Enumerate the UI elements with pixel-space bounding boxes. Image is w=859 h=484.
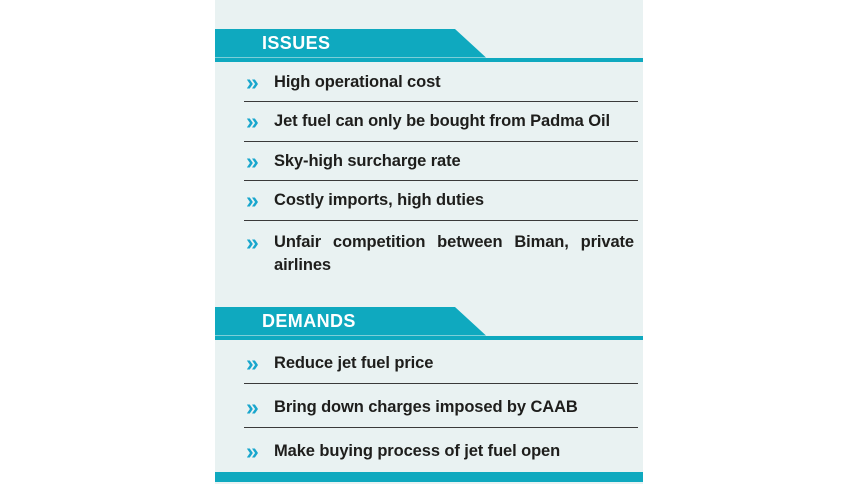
list-item: » Bring down charges imposed by CAAB <box>244 384 638 428</box>
section-title: DEMANDS <box>262 311 356 331</box>
list-item: » Reduce jet fuel price <box>244 340 638 384</box>
list-item: » Unfair competition between Biman, priva… <box>244 221 638 287</box>
item-text: Costly imports, high duties <box>274 191 484 209</box>
item-text: Make buying process of jet fuel open <box>274 442 561 460</box>
demands-list: » Reduce jet fuel price » Bring down charge… <box>244 340 638 471</box>
header-underline <box>215 335 643 340</box>
issues-list: » High operational cost » Jet fuel can only… <box>244 63 638 287</box>
list-item: » High operational cost <box>244 63 638 102</box>
double-chevron-icon: » <box>246 68 259 95</box>
double-chevron-icon: » <box>246 438 259 464</box>
double-chevron-icon: » <box>246 394 259 420</box>
item-text: Reduce jet fuel price <box>274 354 434 372</box>
section-header-issues: ISSUES <box>215 29 643 62</box>
section-title: ISSUES <box>262 33 331 53</box>
double-chevron-icon: » <box>246 187 259 213</box>
double-chevron-icon: » <box>246 147 259 174</box>
bottom-accent-bar <box>215 472 643 482</box>
demands-banner: DEMANDS <box>215 307 486 336</box>
section-header-demands: DEMANDS <box>215 307 643 340</box>
list-item: » Sky-high surcharge rate <box>244 142 638 181</box>
double-chevron-icon: » <box>246 228 259 255</box>
item-text: Sky-high surcharge rate <box>274 151 461 170</box>
infographic-panel: ISSUES » High operational cost » Jet fuel c… <box>215 0 643 484</box>
list-item: » Make buying process of jet fuel open <box>244 428 638 471</box>
item-text: High operational cost <box>274 72 441 91</box>
double-chevron-icon: » <box>246 350 259 376</box>
list-item: » Jet fuel can only be bought from Padma … <box>244 102 638 142</box>
item-text: Unfair competition between Biman, privat… <box>274 232 634 274</box>
item-text: Bring down charges imposed by CAAB <box>274 398 578 416</box>
issues-banner: ISSUES <box>215 29 486 58</box>
item-text: Jet fuel can only be bought from Padma O… <box>274 112 610 130</box>
header-underline <box>215 57 643 62</box>
double-chevron-icon: » <box>246 108 259 134</box>
list-item: » Costly imports, high duties <box>244 181 638 221</box>
